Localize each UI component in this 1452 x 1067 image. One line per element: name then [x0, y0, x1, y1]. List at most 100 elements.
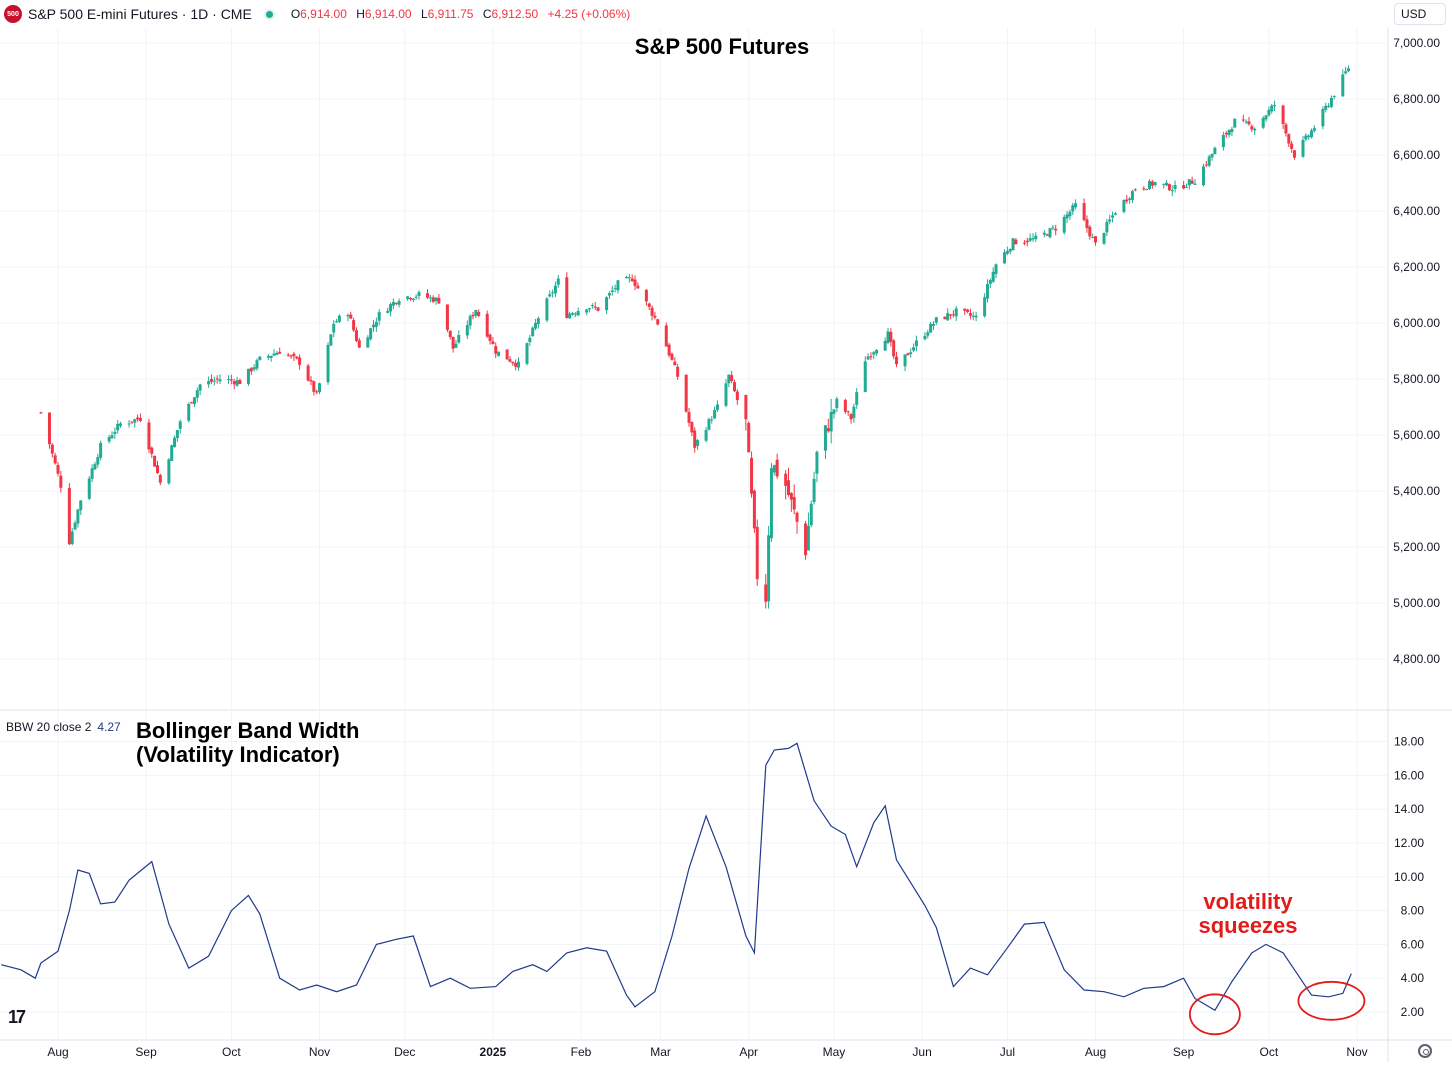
candle-body [1034, 235, 1038, 240]
y-tick-label-indicator: 18.00 [1394, 735, 1424, 749]
candle-body [218, 379, 222, 382]
candle-body [769, 468, 773, 539]
candle-body [889, 331, 893, 342]
candle-body [1301, 140, 1305, 157]
symbol-title[interactable]: S&P 500 E-mini Futures · 1D · CME [28, 6, 252, 22]
candle-body [167, 459, 171, 484]
candle-body [1051, 227, 1055, 229]
candle-body [1329, 97, 1333, 107]
x-tick-label: Oct [222, 1045, 241, 1059]
candle-body [155, 465, 159, 474]
x-tick-label: Aug [1085, 1045, 1106, 1059]
y-tick-label-indicator: 10.00 [1394, 870, 1424, 884]
candle-body [949, 314, 953, 316]
candle-body [366, 337, 370, 348]
candle-body [647, 303, 651, 307]
candle-body [136, 417, 140, 420]
candle-body [1233, 118, 1237, 128]
x-tick-label: May [823, 1045, 846, 1059]
candle-body [795, 512, 799, 522]
candle-body [869, 356, 873, 358]
candle-body [906, 353, 910, 356]
currency-selector[interactable]: USD [1394, 3, 1446, 25]
indicator-title-line1: Bollinger Band Width [136, 718, 359, 743]
y-tick-label-main: 6,000.00 [1393, 316, 1440, 330]
candle-body [1250, 126, 1254, 130]
candle-body [588, 308, 592, 310]
candle-body [406, 296, 410, 300]
x-tick-label: Oct [1260, 1045, 1279, 1059]
candle-body [494, 346, 498, 354]
candle-body [593, 306, 597, 308]
candle-body [275, 352, 279, 355]
indicator-legend[interactable]: BBW 20 close 2 4.27 [6, 720, 121, 734]
tradingview-logo-icon[interactable]: 17 [8, 1007, 26, 1027]
candle-body [1204, 164, 1208, 166]
market-status-icon[interactable] [263, 8, 275, 20]
candle-body [318, 383, 322, 393]
candle-body [332, 323, 336, 333]
y-tick-label-main: 5,000.00 [1393, 596, 1440, 610]
candle-body [227, 379, 231, 381]
candle-body [570, 313, 574, 315]
candle-body [775, 459, 779, 477]
candle-body [656, 319, 660, 325]
candle-body [1062, 216, 1066, 233]
candle-body [767, 535, 771, 602]
candle-body [553, 285, 557, 294]
settings-gear-icon[interactable] [1418, 1044, 1432, 1058]
candle-body [846, 411, 850, 413]
candle-body [289, 355, 293, 357]
candle-body [548, 294, 552, 297]
candle-body [212, 380, 216, 382]
candle-body [138, 418, 142, 421]
x-tick-label: Feb [571, 1045, 592, 1059]
candle-body [787, 480, 791, 496]
candle-body [531, 327, 535, 337]
candle-body [1221, 134, 1225, 148]
candle-body [792, 497, 796, 510]
candle-body [90, 468, 94, 479]
candle-body [895, 356, 899, 365]
candle-body [829, 411, 833, 432]
candle-body [369, 328, 373, 340]
candle-body [715, 404, 719, 410]
candle-body [684, 374, 688, 412]
candle-body [1008, 249, 1012, 252]
candle-body [806, 525, 810, 551]
x-tick-label: Sep [135, 1045, 157, 1059]
candle-body [607, 293, 611, 296]
candle-body [175, 429, 179, 439]
candle-body [394, 303, 398, 305]
candle-body [516, 361, 520, 368]
candle-body [389, 304, 393, 312]
candle-body [713, 409, 717, 419]
candle-body [1011, 238, 1015, 250]
candle-body [1093, 236, 1097, 243]
chart-title: S&P 500 Futures [635, 34, 809, 59]
candle-body [1270, 105, 1274, 112]
candle-body [59, 475, 63, 488]
candle-body [650, 307, 654, 316]
candle-body [630, 278, 634, 282]
candle-body [863, 361, 867, 393]
candle-body [644, 289, 648, 302]
candle-body [411, 298, 415, 300]
low-value: 6,911.75 [427, 7, 474, 21]
candle-body [673, 361, 677, 366]
indicator-title-line2: (Volatility Indicator) [136, 742, 340, 767]
candle-body [292, 353, 296, 357]
candle-body [87, 478, 91, 499]
candle-body [457, 335, 461, 343]
x-tick-label: Mar [650, 1045, 671, 1059]
x-tick-label: 2025 [480, 1045, 507, 1059]
candle-body [1210, 153, 1214, 158]
candle-body [491, 341, 495, 345]
candle-body [943, 316, 947, 320]
x-tick-label: Nov [309, 1045, 330, 1059]
candle-body [974, 315, 978, 318]
candle-body [886, 331, 890, 343]
y-tick-label-main: 5,600.00 [1393, 428, 1440, 442]
candle-body [474, 310, 478, 316]
